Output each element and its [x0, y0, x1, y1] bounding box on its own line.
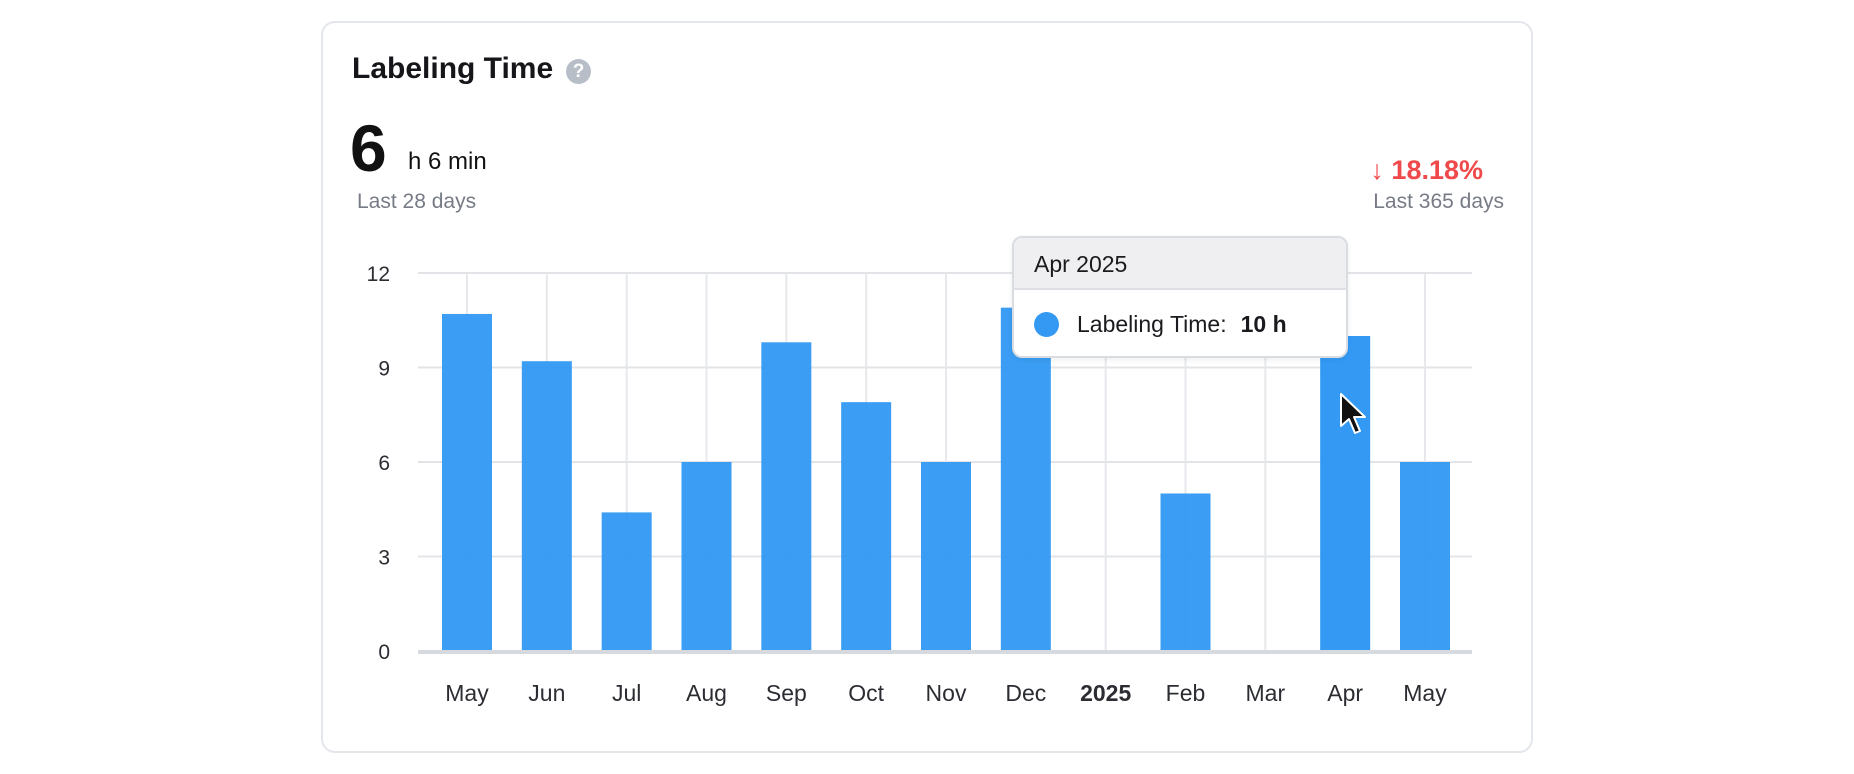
- x-tick-label: Mar: [1246, 680, 1286, 706]
- change-period-label: Last 365 days: [1373, 190, 1504, 213]
- tooltip-series-label: Labeling Time:: [1077, 310, 1227, 337]
- bar: [761, 342, 812, 651]
- x-tick-label: Jun: [528, 680, 565, 706]
- tooltip-value: 10 h: [1240, 310, 1287, 337]
- period-label: Last 28 days: [357, 190, 477, 213]
- big-value: 6: [350, 111, 387, 185]
- question-circle-icon[interactable]: ?: [566, 59, 591, 84]
- bar: [601, 512, 652, 651]
- y-tick-label: 6: [378, 452, 390, 475]
- change-percentage: ↓ 18.18%: [1370, 155, 1483, 185]
- bar: [442, 313, 492, 651]
- bar: [1000, 307, 1051, 651]
- bar: [1400, 462, 1450, 651]
- bar: [921, 462, 971, 651]
- tooltip-row: Labeling Time: 10 h: [1014, 290, 1346, 356]
- x-tick-label: Sep: [766, 680, 807, 706]
- x-tick-label: 2025: [1080, 680, 1131, 706]
- mouse-pointer-icon: [1340, 393, 1366, 434]
- x-tick-label: Aug: [686, 680, 727, 706]
- bar: [521, 361, 572, 651]
- x-tick-label: Apr: [1327, 680, 1363, 706]
- x-tick-label: Oct: [848, 680, 884, 706]
- bar: [841, 402, 892, 651]
- y-tick-label: 12: [367, 263, 390, 286]
- x-tick-label: May: [1403, 680, 1447, 706]
- y-tick-label: 9: [378, 358, 390, 381]
- tooltip-title: Apr 2025: [1014, 238, 1346, 290]
- y-tick-label: 3: [378, 547, 390, 570]
- x-tick-label: Nov: [926, 680, 967, 706]
- x-tick-label: May: [445, 680, 489, 706]
- card-title: Labeling Time: [352, 52, 554, 85]
- chart-tooltip: Apr 2025 Labeling Time: 10 h: [1012, 236, 1348, 358]
- series-dot-icon: [1034, 311, 1059, 337]
- y-tick-label: 0: [378, 641, 390, 664]
- big-value-unit: h 6 min: [408, 148, 487, 175]
- x-tick-label: Dec: [1005, 680, 1046, 706]
- x-tick-label: Jul: [612, 680, 641, 706]
- bar: [1320, 336, 1371, 651]
- bar: [1160, 493, 1211, 651]
- bar: [681, 462, 732, 651]
- x-tick-label: Feb: [1166, 680, 1206, 706]
